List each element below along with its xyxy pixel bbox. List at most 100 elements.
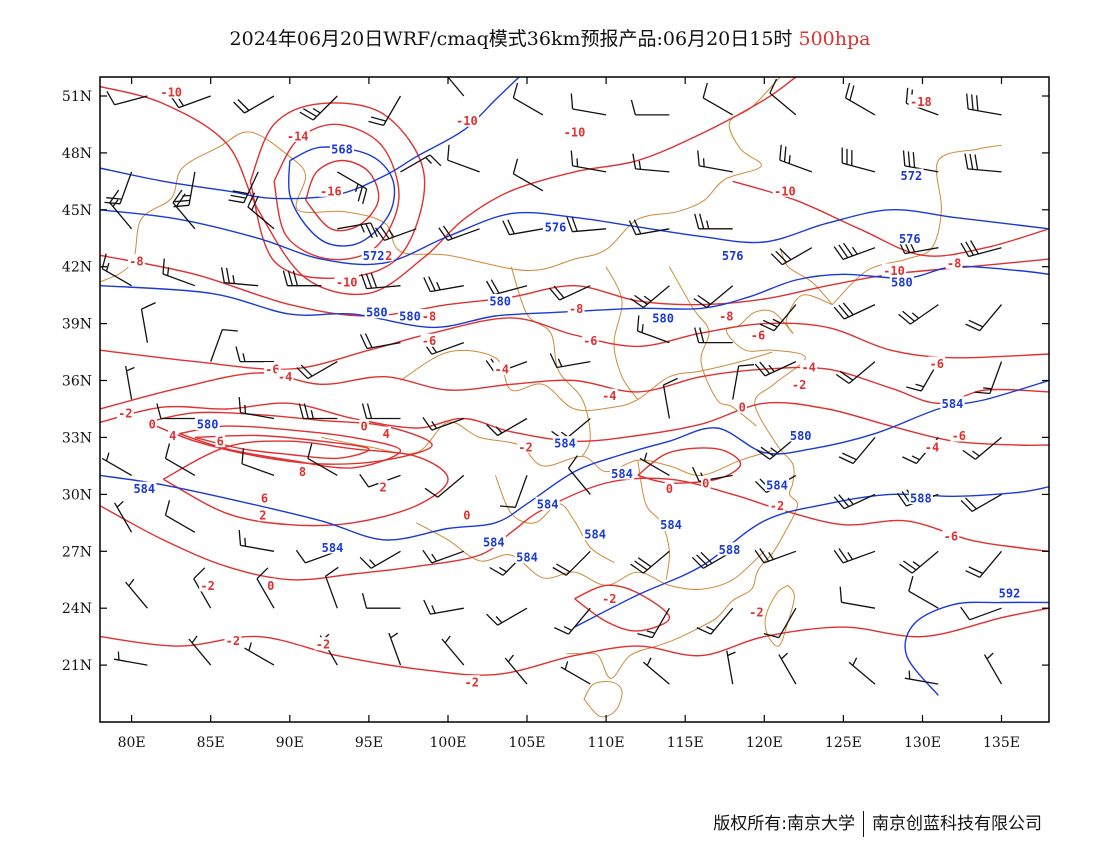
wind-barb	[966, 93, 1002, 116]
contour-label-bg	[314, 637, 332, 651]
height-contour-label: 576	[722, 249, 744, 263]
contour-label-bg	[361, 248, 386, 262]
temperature-contour-label: -8	[569, 302, 583, 316]
temperature-contour-label: 6	[261, 492, 268, 506]
x-tick-label: 105E	[509, 735, 546, 751]
temperature-contour-label: -4	[801, 361, 815, 375]
contour-label-bg	[481, 534, 506, 548]
y-tick-label: 36N	[62, 374, 92, 390]
temperature-contour-label: -8	[947, 256, 961, 270]
height-contour-label: 584	[483, 535, 505, 549]
wind-barb	[549, 285, 591, 301]
wind-barb	[983, 652, 1003, 685]
wind-barb	[486, 607, 528, 626]
copyright-company: 南京创蓝科技有限公司	[872, 814, 1042, 834]
height-contour	[904, 601, 1049, 696]
wind-barb	[210, 328, 238, 362]
x-tick-label: 110E	[588, 735, 625, 751]
wind-barb	[899, 550, 939, 574]
contour-label-bg	[749, 328, 767, 341]
temperature-contour-label: -6	[583, 334, 597, 348]
wind-barb	[504, 654, 528, 685]
temperature-contour-label: -2	[464, 676, 478, 690]
height-contour	[100, 265, 1049, 329]
wind-barb	[702, 82, 734, 116]
height-contour-label: 568	[331, 143, 353, 157]
wind-barb	[552, 550, 591, 576]
wind-barb	[374, 225, 417, 242]
temperature-contour-label: -6	[422, 334, 436, 348]
temperature-contour-label: -4	[925, 440, 939, 454]
wind-barb	[908, 576, 939, 609]
wind-barb	[424, 474, 465, 498]
wind-barb	[904, 670, 939, 685]
temperature-contour-label: 2	[259, 509, 266, 523]
wind-barb	[696, 607, 734, 635]
wind-barb	[974, 361, 1003, 395]
temperature-contour	[162, 440, 449, 527]
y-tick-label: 45N	[62, 203, 92, 219]
temperature-contour-label: -2	[749, 606, 763, 620]
wind-barb	[113, 651, 148, 666]
contour-label-bg	[748, 605, 765, 618]
wind-barb	[838, 436, 876, 465]
contour-label-bg	[215, 434, 225, 448]
contour-label-bg	[764, 477, 790, 491]
contour-label-bg	[276, 369, 294, 383]
temperature-contour	[100, 77, 797, 296]
wind-barb	[447, 144, 480, 173]
contour-label-bg	[788, 428, 813, 442]
contour-label-bg	[199, 578, 216, 592]
wind-barb	[238, 529, 275, 552]
contour-label-bg	[701, 476, 711, 489]
wind-barb	[694, 327, 733, 344]
x-tick-label: 90E	[276, 735, 304, 751]
wind-barb	[566, 216, 607, 233]
wind-barb	[299, 95, 338, 121]
contour-label-bg	[488, 293, 513, 307]
contour-label-bg	[717, 542, 742, 556]
temperature-contour-label: -4	[494, 363, 508, 377]
wind-barb	[732, 364, 755, 400]
wind-barb	[693, 285, 734, 309]
contour-label-bg	[195, 417, 220, 431]
temperature-contour-label: -4	[602, 389, 616, 403]
boundary-line	[779, 247, 833, 305]
wind-barb	[360, 272, 401, 290]
wind-barb	[337, 222, 378, 239]
x-tick-label: 135E	[983, 735, 1020, 751]
contour-label-bg	[381, 426, 391, 440]
height-contour-label: 576	[899, 232, 921, 246]
wind-barb	[770, 247, 813, 266]
contour-label-bg	[168, 428, 178, 442]
height-contour	[574, 486, 1049, 628]
wind-barb	[438, 225, 480, 242]
height-contour-label: 584	[660, 518, 682, 532]
x-tick-label: 130E	[904, 735, 941, 751]
temperature-contour-label: 2	[379, 480, 386, 494]
temperature-contour-label: -2	[770, 499, 784, 513]
temperature-contour-label: 0	[463, 509, 470, 523]
height-contour	[100, 209, 1049, 266]
contour-label-bg	[940, 396, 965, 410]
contour-label-bg	[899, 168, 924, 182]
temperature-contour-label: -16	[320, 184, 342, 198]
height-contour-label: 576	[545, 220, 567, 234]
contour-label-bg	[543, 219, 568, 233]
wind-barb	[499, 475, 528, 508]
boundary-line	[416, 522, 765, 590]
contour-label-bg	[583, 527, 608, 541]
plot-background	[100, 77, 1049, 722]
wind-barb	[848, 657, 876, 685]
height-contour-label: 580	[197, 418, 219, 432]
height-contour-label: 580	[790, 429, 812, 443]
temperature-contour-label: -2	[200, 579, 214, 593]
wind-barb	[642, 657, 670, 685]
temperature-contour-label: -4	[278, 370, 292, 384]
wind-barb	[336, 171, 368, 204]
contour-label-bg	[908, 94, 933, 108]
temperature-contour-label: 0	[149, 418, 156, 432]
boundary-line	[100, 77, 781, 283]
wind-barb	[965, 550, 1002, 578]
